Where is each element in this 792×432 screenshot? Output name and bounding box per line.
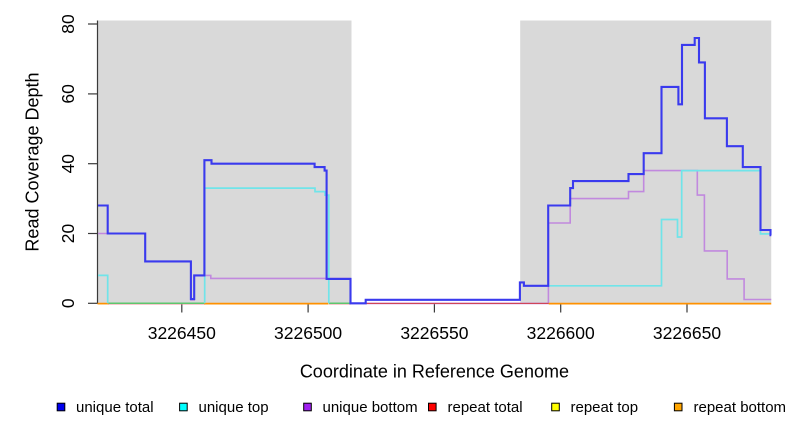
svg-text:unique total: unique total bbox=[76, 399, 154, 416]
svg-text:3226550: 3226550 bbox=[400, 323, 468, 343]
svg-text:Coordinate in Reference Genome: Coordinate in Reference Genome bbox=[300, 362, 569, 382]
svg-text:80: 80 bbox=[58, 14, 78, 34]
svg-text:unique bottom: unique bottom bbox=[323, 399, 418, 416]
svg-text:3226450: 3226450 bbox=[148, 323, 216, 343]
svg-text:Read Coverage Depth: Read Coverage Depth bbox=[23, 72, 43, 251]
svg-text:3226600: 3226600 bbox=[527, 323, 595, 343]
svg-text:repeat total: repeat total bbox=[448, 399, 523, 416]
svg-text:20: 20 bbox=[58, 224, 78, 244]
svg-text:3226650: 3226650 bbox=[653, 323, 721, 343]
svg-text:60: 60 bbox=[58, 84, 78, 104]
svg-text:unique top: unique top bbox=[199, 399, 269, 416]
svg-text:40: 40 bbox=[58, 154, 78, 174]
svg-text:0: 0 bbox=[58, 298, 78, 308]
svg-text:3226500: 3226500 bbox=[274, 323, 342, 343]
svg-text:repeat bottom: repeat bottom bbox=[694, 399, 787, 416]
svg-text:repeat top: repeat top bbox=[571, 399, 639, 416]
